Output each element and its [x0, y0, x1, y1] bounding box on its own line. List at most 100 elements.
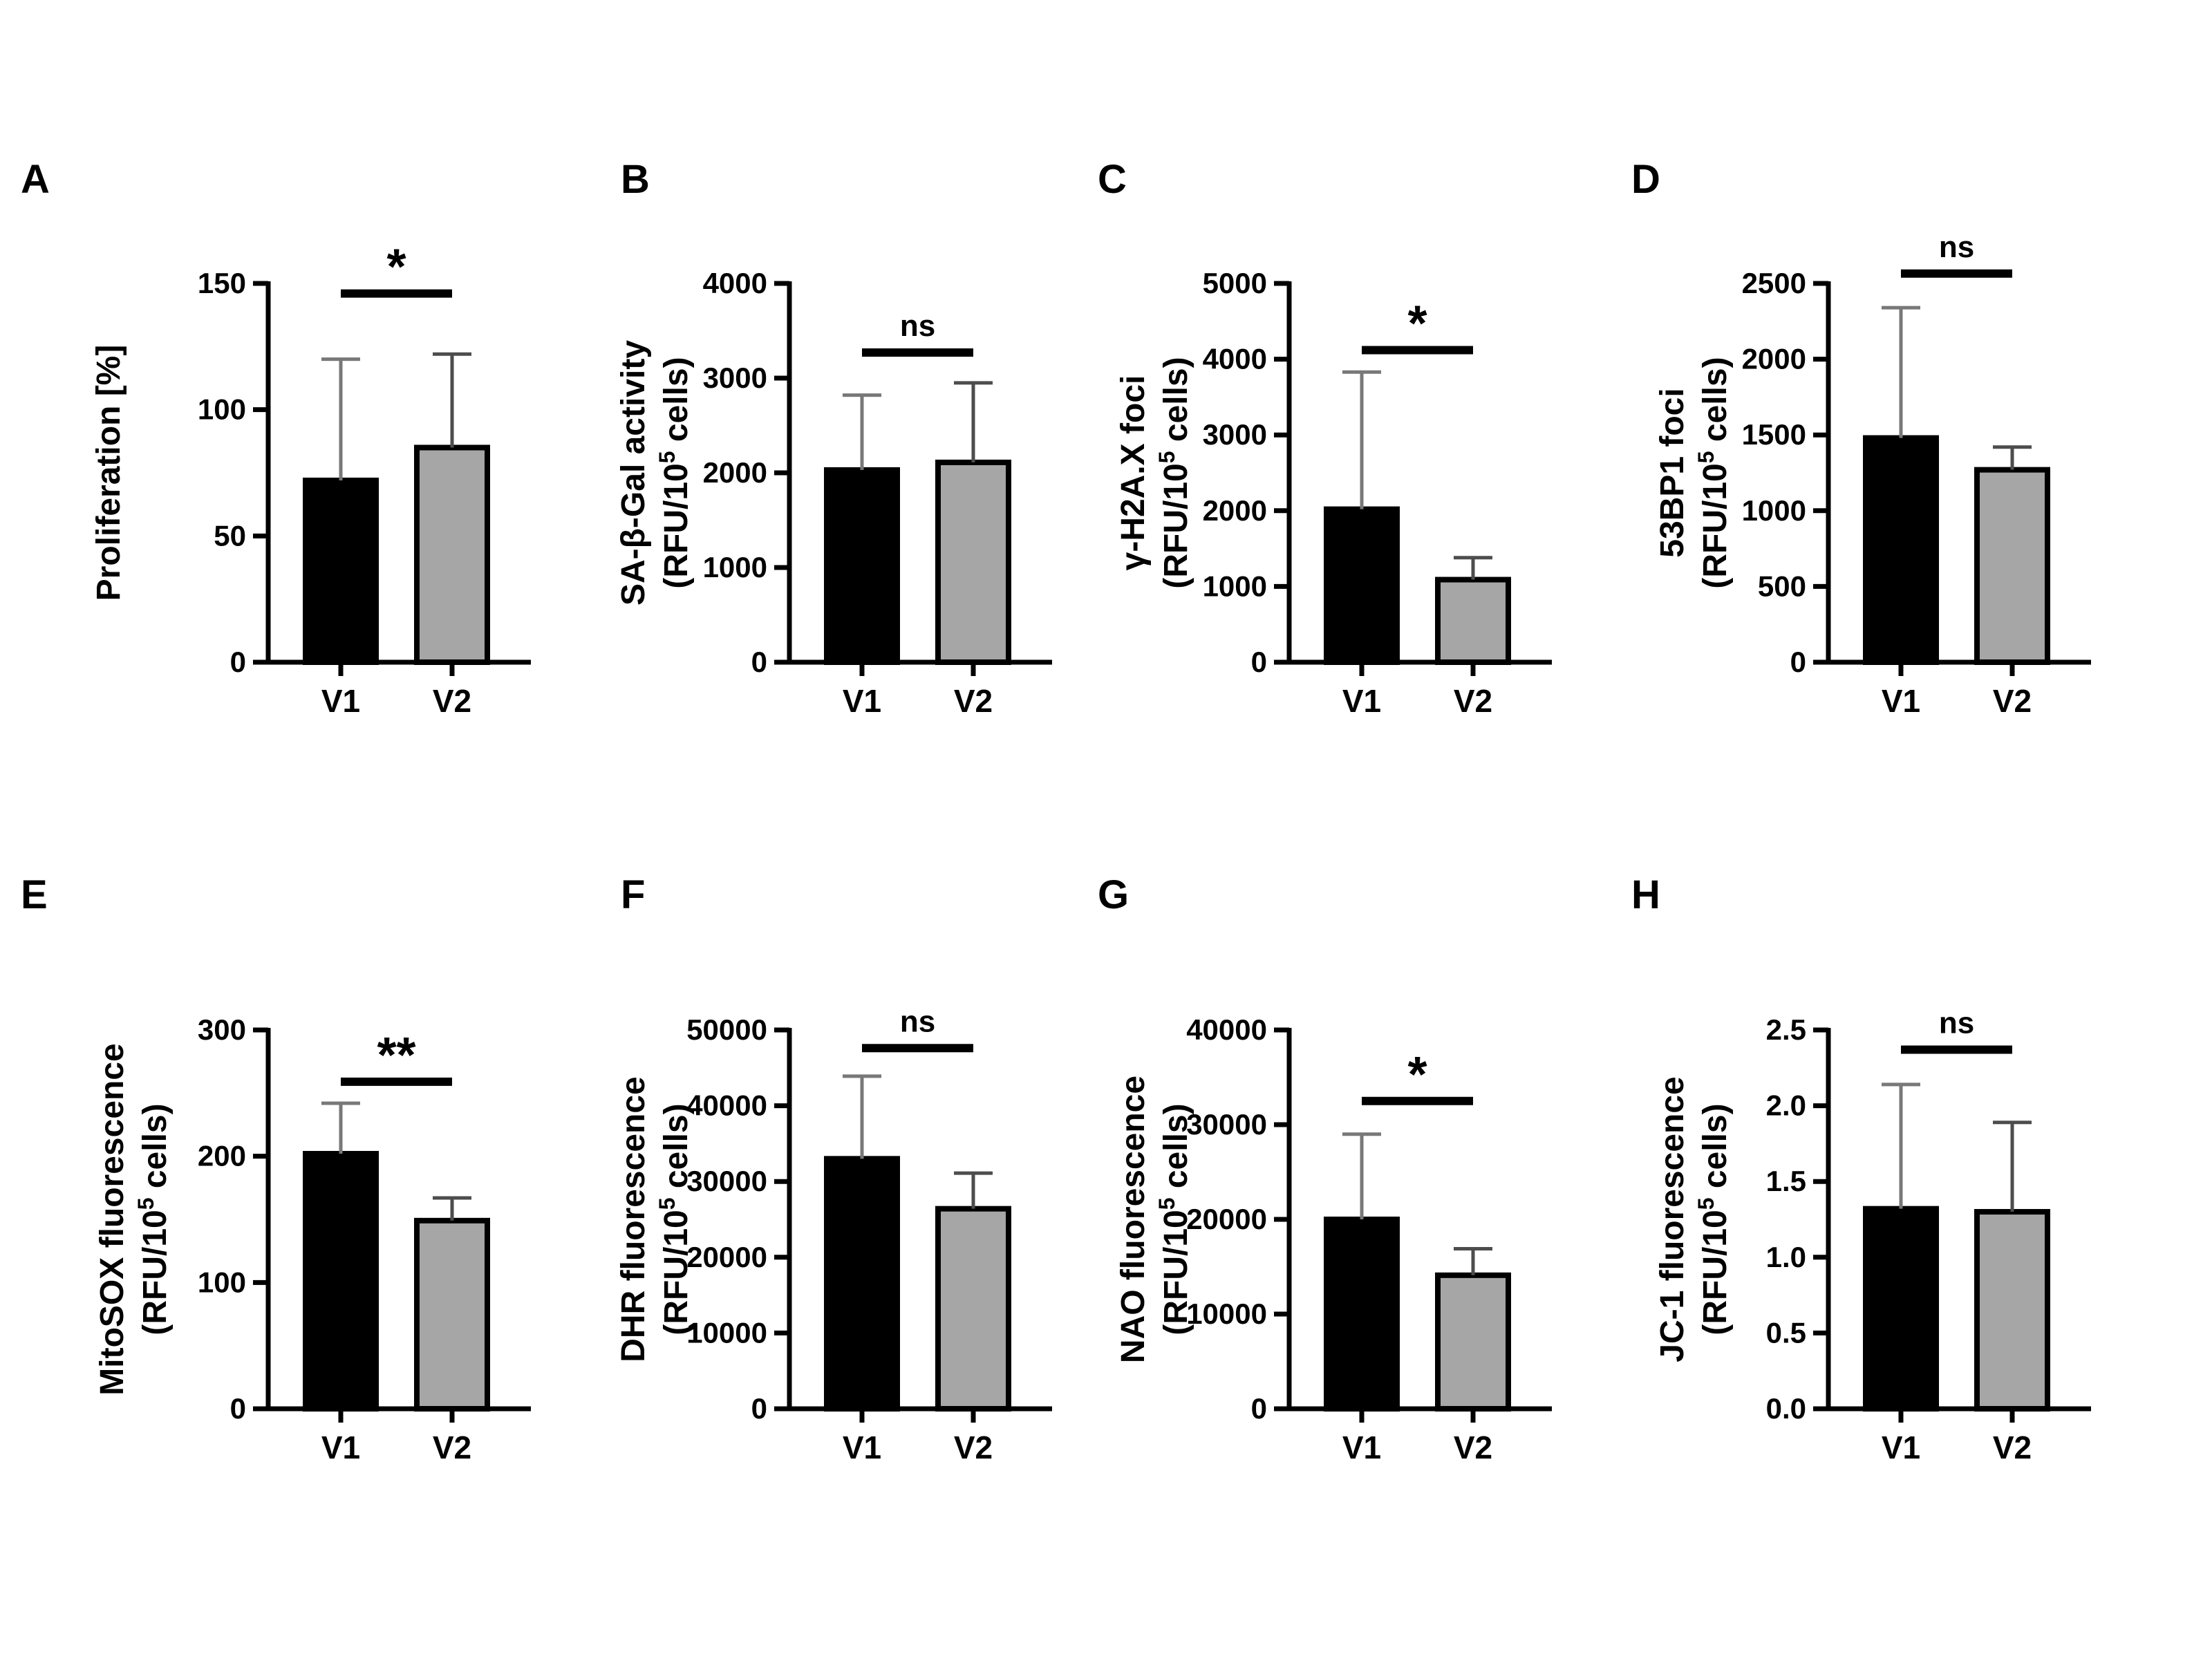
y-tick-label: 200: [198, 1140, 246, 1172]
category-label: V2: [1993, 1430, 2032, 1465]
y-tick-label: 150: [198, 267, 246, 299]
y-axis-label-line2: (RFU/105 cells): [1154, 1103, 1194, 1335]
y-tick-label: 20000: [686, 1241, 767, 1273]
y-tick-label: 30000: [1186, 1108, 1267, 1141]
panel-letter-B: B: [621, 157, 650, 202]
category-label: V1: [1342, 683, 1381, 719]
bar-v1: [303, 477, 379, 665]
y-axis-label-line2: (RFU/105 cells): [655, 1103, 695, 1335]
y-tick-label: 5000: [1203, 267, 1267, 299]
panel-B: B 0 1000 2000 3000 4000 V1 V2 ns SA-β-Gal activi…: [601, 149, 1168, 861]
panel-letter-F: F: [621, 872, 646, 917]
category-label: V2: [1993, 683, 2032, 719]
y-tick-label: 0: [751, 646, 767, 678]
panel-F: F 0 10000 20000 30000 40000 50000 V1 V2 ns DHR fl…: [601, 864, 1168, 1576]
y-tick-label: 1.0: [1766, 1241, 1806, 1273]
bar-chart-D: 0 500 1000 1500 2000 2500 V1 V2 ns 53BP1 foci (RFU…: [1654, 230, 2091, 719]
category-label: V2: [1454, 683, 1492, 719]
category-label: V1: [1882, 683, 1920, 719]
significance-label: ns: [900, 309, 935, 343]
panel-H: H 0.0 0.5 1.0 1.5 2.0 2.5 V1 V2 ns JC-1 fluoresce…: [1624, 864, 2191, 1576]
bar-v2: [414, 444, 490, 665]
y-axis-label-line2: (RFU/105 cells): [1154, 357, 1194, 588]
category-label: V2: [954, 1430, 993, 1465]
bar-v1: [303, 1151, 379, 1412]
bar-v2: [935, 1206, 1011, 1412]
y-tick-label: 40000: [1186, 1013, 1267, 1046]
y-tick-label: 2000: [1203, 494, 1267, 527]
y-tick-label: 0: [751, 1392, 767, 1425]
panel-letter-G: G: [1098, 872, 1130, 917]
bar-v1: [1863, 1206, 1939, 1412]
y-axis-label-line2: (RFU/105 cells): [1694, 1103, 1734, 1335]
y-tick-label: 1000: [1742, 494, 1806, 527]
panel-letter-E: E: [21, 872, 48, 917]
y-tick-label: 0.0: [1766, 1392, 1806, 1425]
category-label: V2: [1454, 1430, 1492, 1465]
y-axis-label-line2: (RFU/105 cells): [655, 357, 695, 588]
y-tick-label: 1000: [1203, 570, 1267, 602]
bar-chart-G: 0 10000 20000 30000 40000 V1 V2 * NAO fluorescen…: [1115, 1013, 1552, 1465]
bar-v1: [1863, 435, 1939, 665]
category-label: V2: [433, 1430, 471, 1465]
panel-D: D 0 500 1000 1500 2000 2500 V1 V2 ns 53BP1 foci (R…: [1624, 149, 2191, 861]
significance-label: ns: [900, 1004, 935, 1038]
y-tick-label: 50000: [686, 1013, 767, 1046]
bar-v2: [1435, 577, 1511, 666]
category-label: V1: [843, 683, 881, 719]
y-tick-label: 2000: [1742, 343, 1806, 375]
y-tick-label: 100: [198, 1266, 246, 1298]
bar-v2: [414, 1217, 490, 1412]
y-tick-label: 300: [198, 1013, 246, 1046]
y-axis-label-line1: 53BP1 foci: [1654, 388, 1691, 557]
panel-letter-C: C: [1098, 157, 1127, 202]
y-tick-label: 3000: [703, 362, 767, 394]
significance-label: *: [1407, 1047, 1427, 1103]
y-tick-label: 2.0: [1766, 1089, 1806, 1122]
bar-v1: [824, 467, 900, 665]
bar-v2: [1435, 1272, 1511, 1412]
y-tick-label: 10000: [1186, 1297, 1267, 1330]
y-axis-label-line1: SA-β-Gal activity: [615, 340, 652, 606]
bar-v1: [1324, 1217, 1400, 1412]
y-axis-label-line2: (RFU/105 cells): [1694, 357, 1734, 588]
panel-E: E 0 100 200 300 V1 V2 ** MitoSOX fluorescence (R…: [21, 864, 588, 1576]
y-tick-label: 10000: [686, 1316, 767, 1349]
category-label: V1: [321, 1430, 360, 1465]
y-tick-label: 1000: [703, 551, 767, 583]
y-tick-label: 4000: [703, 267, 767, 299]
significance-label: *: [1407, 296, 1427, 351]
y-tick-label: 2500: [1742, 267, 1806, 299]
bar-chart-H: 0.0 0.5 1.0 1.5 2.0 2.5 V1 V2 ns JC-1 fluorescenc…: [1654, 1006, 2091, 1465]
y-axis-label-line1: JC-1 fluorescence: [1654, 1076, 1691, 1362]
y-axis-label-line1: Proliferation [%]: [91, 345, 127, 601]
bar-chart-F: 0 10000 20000 30000 40000 50000 V1 V2 ns DHR fluo…: [615, 1004, 1052, 1465]
bar-v1: [824, 1156, 900, 1412]
y-tick-label: 2000: [703, 456, 767, 489]
y-tick-label: 0: [230, 646, 246, 678]
y-tick-label: 0.5: [1766, 1316, 1806, 1349]
y-tick-label: 3000: [1203, 418, 1267, 451]
bar-chart-A: 0 50 100 150 V1 V2 * Proliferation [%]: [91, 240, 531, 719]
y-tick-label: 50: [214, 519, 246, 552]
significance-label: **: [377, 1028, 415, 1083]
panel-G: G 0 10000 20000 30000 40000 V1 V2 * NAO fluoresc…: [1085, 864, 1652, 1576]
category-label: V1: [1882, 1430, 1920, 1465]
panel-letter-H: H: [1631, 872, 1660, 917]
y-tick-label: 1500: [1742, 418, 1806, 451]
category-label: V1: [1342, 1430, 1381, 1465]
y-axis-label-line1: NAO fluorescence: [1115, 1076, 1152, 1363]
category-label: V2: [433, 683, 471, 719]
bar-chart-C: 0 1000 2000 3000 4000 5000 V1 V2 * γ-H2A.X foci (R…: [1115, 267, 1552, 719]
y-tick-label: 0: [1251, 646, 1267, 678]
y-tick-label: 4000: [1203, 343, 1267, 375]
y-tick-label: 100: [198, 393, 246, 426]
panel-A: A 0 50 100 150 V1 V2 * Proliferation [%]: [21, 149, 588, 861]
y-axis-label-line1: DHR fluorescence: [615, 1076, 652, 1362]
bar-v2: [1974, 1209, 2050, 1412]
y-tick-label: 0: [1790, 646, 1806, 678]
category-label: V2: [954, 683, 993, 719]
significance-label: ns: [1939, 1006, 1974, 1040]
bar-v2: [1974, 467, 2050, 665]
bar-chart-B: 0 1000 2000 3000 4000 V1 V2 ns SA-β-Gal activity…: [615, 267, 1052, 719]
